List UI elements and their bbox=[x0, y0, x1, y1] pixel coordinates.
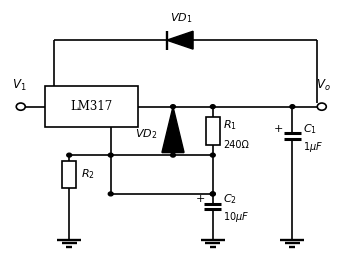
Circle shape bbox=[108, 153, 113, 157]
Circle shape bbox=[210, 192, 215, 196]
Text: $R_2$: $R_2$ bbox=[81, 168, 95, 181]
Text: 240Ω: 240Ω bbox=[223, 140, 249, 150]
Circle shape bbox=[67, 153, 72, 157]
Text: $VD_1$: $VD_1$ bbox=[171, 11, 193, 25]
Text: $V_1$: $V_1$ bbox=[12, 78, 26, 93]
Text: $V_o$: $V_o$ bbox=[316, 78, 331, 93]
FancyBboxPatch shape bbox=[62, 161, 76, 188]
Circle shape bbox=[210, 105, 215, 109]
Text: $R_1$: $R_1$ bbox=[223, 119, 237, 132]
Text: $C_1$: $C_1$ bbox=[303, 122, 317, 136]
Circle shape bbox=[171, 105, 175, 109]
Text: LM317: LM317 bbox=[71, 100, 113, 113]
Text: +: + bbox=[274, 124, 283, 134]
Text: $1\mu F$: $1\mu F$ bbox=[303, 140, 323, 154]
Text: $10\mu F$: $10\mu F$ bbox=[223, 211, 249, 224]
FancyBboxPatch shape bbox=[45, 86, 138, 127]
Text: +: + bbox=[196, 194, 206, 204]
Polygon shape bbox=[167, 31, 193, 49]
Text: $C_2$: $C_2$ bbox=[223, 193, 237, 206]
FancyBboxPatch shape bbox=[206, 117, 220, 145]
Polygon shape bbox=[162, 107, 184, 152]
Circle shape bbox=[171, 153, 175, 157]
Circle shape bbox=[290, 105, 295, 109]
Circle shape bbox=[210, 153, 215, 157]
Text: $VD_2$: $VD_2$ bbox=[135, 127, 157, 140]
Circle shape bbox=[108, 192, 113, 196]
Circle shape bbox=[210, 192, 215, 196]
